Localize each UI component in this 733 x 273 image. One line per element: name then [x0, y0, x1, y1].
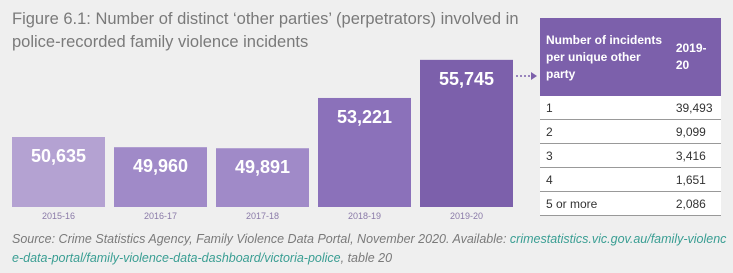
source: Source: Crime Statistics Agency, Family … [12, 230, 728, 268]
table-row: 1 39,493 [540, 96, 721, 120]
arrow-head [531, 72, 537, 80]
bar [12, 137, 105, 207]
table-cell: 3 [540, 143, 670, 168]
value-label: 50,635 [31, 146, 86, 166]
x-tick-label: 2016-17 [144, 211, 177, 221]
x-tick-label: 2015-16 [42, 211, 75, 221]
table-cell: 9,099 [669, 119, 721, 144]
header-row: Number of incidents per unique other par… [540, 18, 721, 96]
bar [114, 147, 207, 207]
source-link[interactable]: crimestatistics.vic.gov.au/family-violen… [12, 232, 727, 265]
x-tick-label: 2018-19 [348, 211, 381, 221]
x-tick-label: 2019-20 [450, 211, 483, 221]
value-label: 55,745 [439, 69, 494, 89]
x-tick-label: 2017-18 [246, 211, 279, 221]
source-text: Source: Crime Statistics Agency, Family … [12, 232, 510, 246]
table-cell: 3,416 [669, 143, 721, 168]
table-row: 5 or more 2,086 [540, 191, 721, 216]
chart-title: Figure 6.1: Number of distinct ‘other pa… [12, 10, 519, 51]
table-cell: 1 [540, 96, 670, 120]
column-header: 2019-20 [669, 18, 721, 96]
table-cell: 2 [540, 119, 670, 144]
table: Number of incidents per unique other par… [540, 18, 721, 216]
source-suffix: , table 20 [340, 251, 393, 265]
column-header: Number of incidents per unique other par… [540, 18, 670, 96]
table-row: 4 1,651 [540, 167, 721, 192]
bar [216, 148, 309, 207]
value-label: 49,891 [235, 157, 290, 177]
table-row: 2 9,099 [540, 119, 721, 144]
bar [318, 97, 411, 207]
table-cell: 2,086 [669, 191, 721, 216]
value-label: 53,221 [337, 107, 392, 127]
bar [420, 59, 513, 208]
table-row: 3 3,416 [540, 143, 721, 168]
table-cell: 39,493 [669, 96, 721, 120]
table-cell: 1,651 [669, 167, 721, 192]
value-label: 49,960 [133, 156, 188, 176]
table-cell: 4 [540, 167, 670, 192]
table-cell: 5 or more [540, 191, 670, 216]
